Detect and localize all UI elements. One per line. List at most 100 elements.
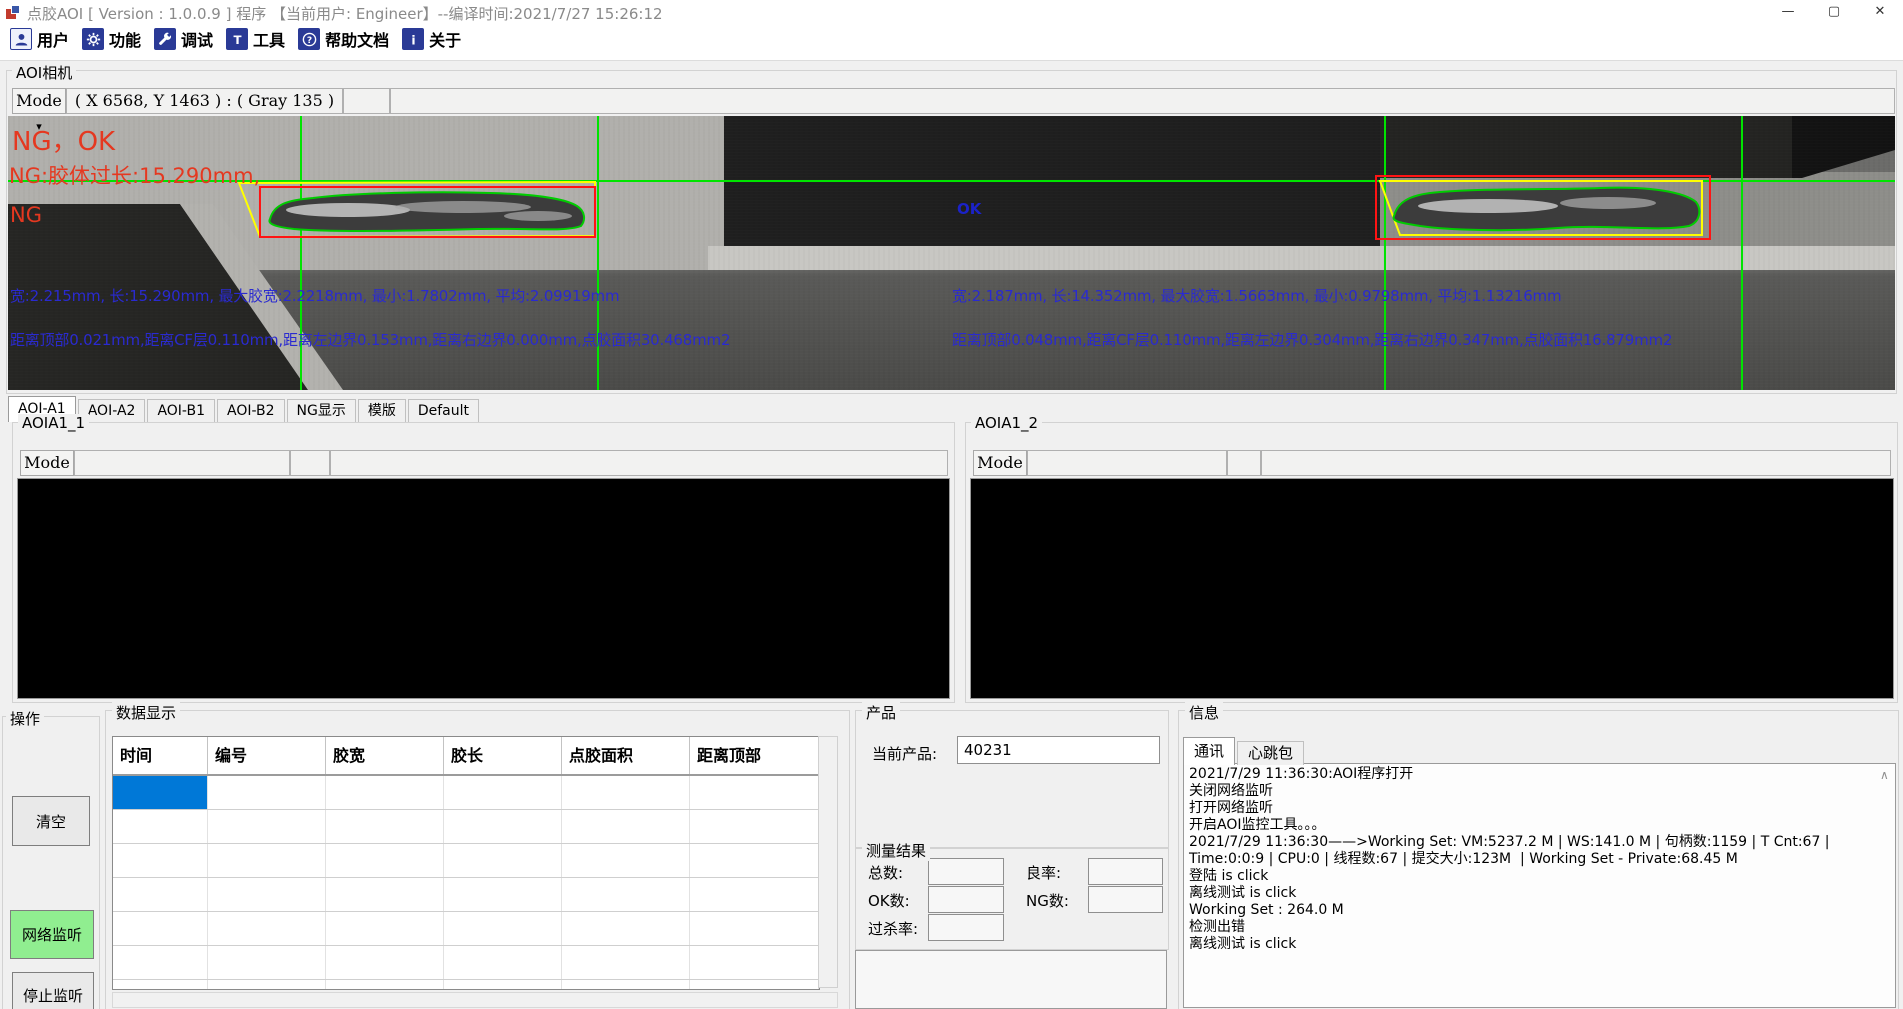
table-cell[interactable] <box>562 810 690 843</box>
table-cell[interactable] <box>326 980 444 989</box>
table-cell[interactable] <box>690 776 819 809</box>
view-panel-2-group <box>965 422 1898 703</box>
view-panel-1-label: AOIA1_1 <box>18 414 90 432</box>
view1-mode-dropdown[interactable]: Mode ▾ <box>20 450 74 495</box>
table-cell[interactable] <box>113 912 208 945</box>
tab-AOI-B2[interactable]: AOI-B2 <box>216 399 285 422</box>
toolbar-separator <box>0 60 1903 61</box>
result-field-5 <box>928 914 1004 941</box>
column-header-点胶面积[interactable]: 点胶面积 <box>562 737 690 774</box>
view2-field-3 <box>1261 450 1891 476</box>
table-cell[interactable] <box>208 946 326 979</box>
log-scroll-up-icon[interactable]: ∧ <box>1880 768 1889 782</box>
table-cell[interactable] <box>444 810 562 843</box>
table-cell[interactable] <box>562 912 690 945</box>
data-table[interactable]: 时间 编号 胶宽 胶长 点胶面积 距离顶部 <box>112 736 820 990</box>
table-cell[interactable] <box>113 844 208 877</box>
toolbar-item-label: 工具 <box>253 31 286 50</box>
table-cell[interactable] <box>562 844 690 877</box>
table-cell[interactable] <box>444 912 562 945</box>
column-header-编号[interactable]: 编号 <box>208 737 326 774</box>
result-extra-box <box>855 950 1167 1009</box>
table-cell[interactable] <box>562 946 690 979</box>
camera-mode-dropdown[interactable]: Mode ▾ <box>12 88 66 133</box>
table-vscrollbar[interactable] <box>818 736 838 988</box>
column-header-距离顶部[interactable]: 距离顶部 <box>690 737 819 774</box>
table-cell[interactable] <box>562 776 690 809</box>
table-cell[interactable] <box>208 912 326 945</box>
table-cell[interactable] <box>326 912 444 945</box>
view2-mode-dropdown[interactable]: Mode ▾ <box>973 450 1027 495</box>
table-cell[interactable] <box>326 844 444 877</box>
tab-AOI-B1[interactable]: AOI-B1 <box>147 399 215 422</box>
camera-image[interactable]: NG，OK NG:胶体过长:15.290mm, NG OK 宽:2.215mm,… <box>8 116 1895 390</box>
table-cell[interactable] <box>444 946 562 979</box>
table-cell[interactable] <box>113 946 208 979</box>
tab-Default[interactable]: Default <box>407 399 480 422</box>
table-cell[interactable] <box>444 980 562 989</box>
minimize-button[interactable]: — <box>1781 4 1795 19</box>
result-field-4 <box>1088 886 1163 913</box>
table-cell[interactable] <box>690 878 819 911</box>
table-cell[interactable] <box>690 810 819 843</box>
column-header-时间[interactable]: 时间 <box>113 737 208 774</box>
toolbar-item-1[interactable]: 用户 <box>10 27 69 51</box>
toolbar-item-label: 关于 <box>429 31 462 50</box>
chevron-down-icon: ▾ <box>36 120 42 133</box>
table-cell[interactable] <box>113 810 208 843</box>
table-cell[interactable] <box>113 980 208 989</box>
table-cell[interactable] <box>562 878 690 911</box>
view1-field-3 <box>330 450 948 476</box>
communication-log[interactable]: 2021/7/29 11:36:30:AOI程序打开 关闭网络监听 打开网络监听… <box>1183 763 1896 1008</box>
view2-canvas <box>970 478 1894 699</box>
svg-text:i: i <box>411 33 415 47</box>
table-cell[interactable] <box>444 776 562 809</box>
toolbar-item-2[interactable]: 功能 <box>82 27 141 51</box>
result-field-3 <box>928 886 1004 913</box>
info-tab-心跳包[interactable]: 心跳包 <box>1237 741 1305 765</box>
toolbar-item-3[interactable]: 调试 <box>154 27 213 51</box>
table-cell[interactable] <box>326 776 444 809</box>
network-listen-button[interactable]: 网络监听 <box>10 910 94 959</box>
product-group-label: 产品 <box>862 702 901 723</box>
table-cell[interactable] <box>562 980 690 989</box>
table-cell[interactable] <box>690 946 819 979</box>
table-cell[interactable] <box>208 810 326 843</box>
toolbar-item-5[interactable]: ? 帮助文档 <box>298 27 389 51</box>
table-cell[interactable] <box>208 878 326 911</box>
tab-NG显示[interactable]: NG显示 <box>286 399 356 422</box>
table-cell[interactable] <box>444 844 562 877</box>
table-cell[interactable] <box>208 844 326 877</box>
toolbar-item-6[interactable]: i 关于 <box>402 27 461 51</box>
table-cell[interactable] <box>444 878 562 911</box>
crosshair-hline <box>8 180 1895 182</box>
table-cell[interactable] <box>326 878 444 911</box>
tab-模版[interactable]: 模版 <box>357 399 406 422</box>
about-icon: i <box>402 28 425 50</box>
tab-AOI-A2[interactable]: AOI-A2 <box>77 399 146 422</box>
current-product-field[interactable]: 40231 <box>957 736 1160 764</box>
maximize-button[interactable]: ▢ <box>1827 4 1841 19</box>
clear-button[interactable]: 清空 <box>12 796 90 846</box>
table-cell[interactable] <box>326 810 444 843</box>
view2-field-2 <box>1227 450 1261 476</box>
table-cell[interactable] <box>113 878 208 911</box>
table-cell[interactable] <box>208 980 326 989</box>
table-hscrollbar[interactable] <box>112 992 838 1008</box>
table-cell[interactable] <box>326 946 444 979</box>
table-cell[interactable] <box>690 844 819 877</box>
stop-listen-button[interactable]: 停止监听 <box>12 972 94 1009</box>
table-cell[interactable] <box>690 980 819 989</box>
photo-right-dark-strip <box>1380 116 1792 180</box>
view2-mode-label: Mode <box>977 453 1023 472</box>
table-cell[interactable] <box>113 776 208 809</box>
close-button[interactable]: ✕ <box>1874 4 1886 19</box>
table-cell[interactable] <box>208 776 326 809</box>
info-tab-通讯[interactable]: 通讯 <box>1183 737 1236 765</box>
table-cell[interactable] <box>690 912 819 945</box>
column-header-胶宽[interactable]: 胶宽 <box>326 737 444 774</box>
toolbar-item-4[interactable]: T 工具 <box>226 27 285 51</box>
data-group-label: 数据显示 <box>112 702 181 723</box>
column-header-胶长[interactable]: 胶长 <box>444 737 562 774</box>
product-group <box>855 710 1169 848</box>
